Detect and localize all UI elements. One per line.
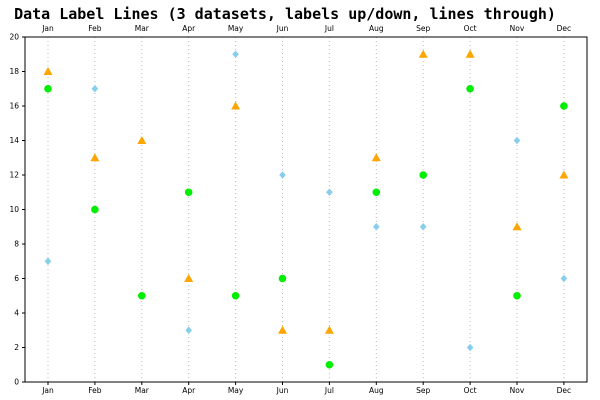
data-marks — [43, 49, 569, 369]
circle-point — [91, 205, 99, 214]
chart-title: Data Label Lines (3 datasets, labels up/… — [14, 5, 556, 23]
circle-point — [44, 84, 52, 93]
y-tick-label: 18 — [9, 67, 19, 76]
diamond-point — [466, 343, 474, 352]
x-tick-label-top: Apr — [182, 24, 196, 33]
x-tick-label-top: Dec — [557, 24, 572, 33]
diamond-point — [419, 222, 427, 231]
x-tick-label-top: Aug — [369, 24, 384, 33]
y-tick-label: 10 — [9, 205, 19, 214]
x-tick-label-top: Oct — [464, 24, 477, 33]
circle-point — [138, 291, 146, 300]
triangle-point — [43, 67, 53, 75]
triangle-point — [324, 325, 334, 334]
y-tick-label: 8 — [14, 240, 19, 249]
triangle-point — [559, 170, 569, 179]
diamond-point — [326, 188, 333, 197]
series-2 — [44, 84, 568, 369]
x-tick-label-bottom: Dec — [557, 386, 572, 395]
triangle-point — [465, 49, 475, 58]
x-tick-label-bottom: Nov — [510, 386, 525, 395]
x-tick-label-bottom: Jan — [41, 386, 54, 395]
circle-point — [466, 84, 474, 93]
x-tick-label-top: Sep — [416, 24, 430, 33]
x-tick-label-bottom: Jun — [276, 386, 289, 395]
circle-point — [231, 291, 240, 300]
circle-point — [513, 291, 521, 300]
triangle-point — [278, 325, 287, 334]
y-axis: 0 2 4 6 8 10 12 14 16 18 20 — [9, 33, 25, 387]
circle-point — [184, 188, 193, 197]
x-tick-label-top: Jun — [276, 24, 289, 33]
x-axis: Jan Jan Feb Feb Mar Mar Apr Apr May May Jun Jun Jul J… — [41, 24, 571, 395]
x-tick-label-top: May — [228, 24, 244, 33]
y-tick-label: 2 — [14, 343, 19, 352]
circle-point — [419, 171, 428, 179]
x-tick-label-bottom: Mar — [135, 386, 150, 395]
diamond-point — [373, 222, 380, 231]
diamond-point — [232, 50, 239, 59]
x-tick-label-top: Mar — [135, 24, 150, 33]
x-tick-label-bottom: Oct — [464, 386, 477, 395]
series-3 — [44, 50, 568, 352]
x-tick-label-bottom: May — [228, 386, 244, 395]
circle-point — [560, 102, 568, 110]
triangle-point — [371, 153, 381, 162]
y-tick-label: 0 — [14, 378, 19, 387]
x-tick-label-bottom: Feb — [88, 386, 102, 395]
x-tick-label-bottom: Sep — [416, 386, 430, 395]
x-tick-label-top: Jul — [324, 24, 334, 33]
circle-point — [372, 188, 381, 197]
triangle-point — [231, 101, 241, 110]
x-tick-label-bottom: Apr — [182, 386, 196, 395]
triangle-point — [184, 274, 194, 282]
triangle-point — [90, 153, 100, 162]
diamond-point — [185, 326, 192, 335]
x-tick-label-top: Jan — [41, 24, 54, 33]
x-tick-label-bottom: Aug — [369, 386, 384, 395]
diamond-point — [560, 274, 568, 283]
diamond-point — [91, 84, 99, 93]
x-tick-label-bottom: Jul — [324, 386, 334, 395]
triangle-point — [512, 222, 522, 231]
triangle-point — [418, 49, 428, 58]
triangle-point — [137, 136, 147, 144]
y-tick-label: 20 — [9, 33, 19, 42]
y-tick-label: 6 — [14, 274, 19, 283]
diamond-point — [279, 171, 286, 179]
x-tick-label-top: Nov — [510, 24, 525, 33]
x-tick-label-top: Feb — [88, 24, 102, 33]
circle-point — [278, 274, 287, 283]
diamond-point — [513, 136, 521, 145]
y-tick-label: 4 — [14, 309, 19, 318]
diamond-point — [44, 257, 52, 266]
y-tick-label: 12 — [9, 171, 19, 180]
circle-point — [325, 360, 334, 369]
y-tick-label: 14 — [9, 136, 19, 145]
series-1 — [43, 49, 569, 334]
y-tick-label: 16 — [9, 102, 19, 111]
